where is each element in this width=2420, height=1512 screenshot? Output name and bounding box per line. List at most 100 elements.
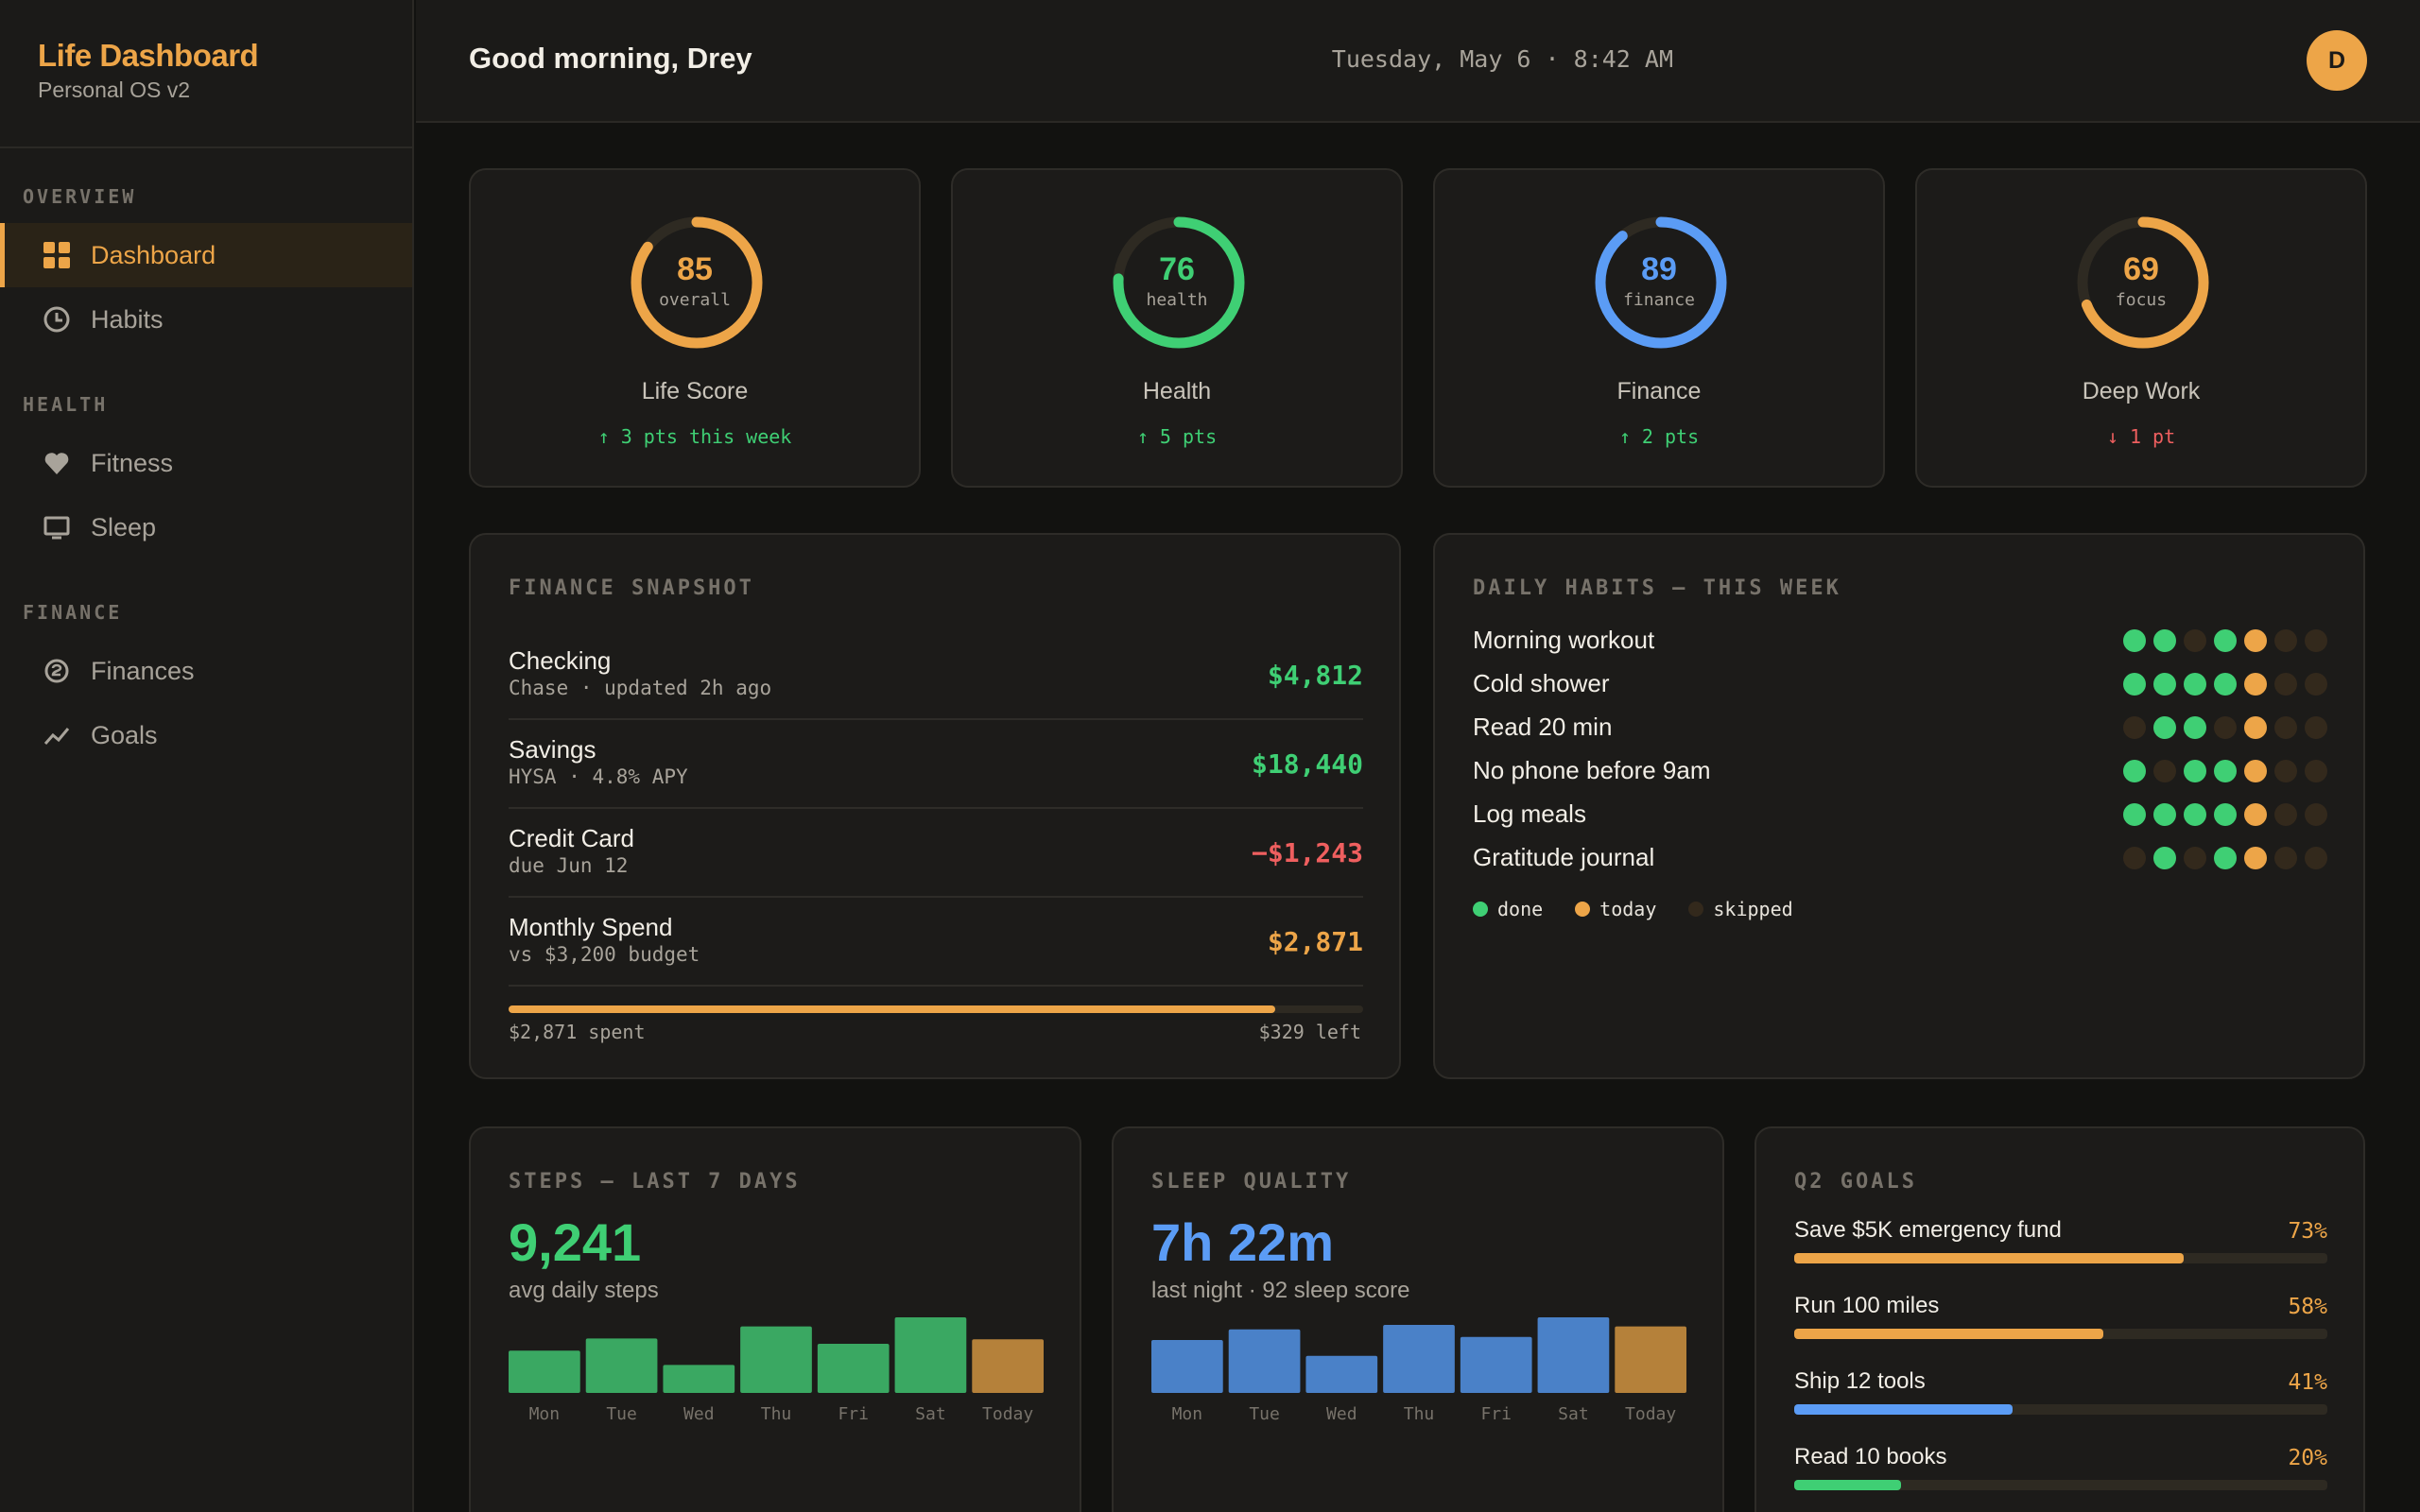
bar-wed[interactable] xyxy=(1305,1355,1378,1393)
bar-tue[interactable] xyxy=(585,1338,658,1393)
avatar[interactable]: D xyxy=(2307,30,2367,91)
habit-day-done[interactable] xyxy=(2123,803,2146,826)
habit-day-done[interactable] xyxy=(2153,673,2176,696)
bar-mon[interactable] xyxy=(1151,1340,1223,1393)
habit-day-done[interactable] xyxy=(2214,629,2237,652)
habit-day-skipped[interactable] xyxy=(2123,716,2146,739)
habit-day-today[interactable] xyxy=(2244,847,2267,869)
habit-day-skipped[interactable] xyxy=(2274,803,2297,826)
habit-day-done[interactable] xyxy=(2184,760,2206,782)
habit-day-skipped[interactable] xyxy=(2274,716,2297,739)
habit-row[interactable]: Gratitude journal xyxy=(1473,843,2327,886)
habit-day-done[interactable] xyxy=(2184,803,2206,826)
sidebar-item-sleep[interactable]: Sleep xyxy=(0,495,412,559)
habit-day-skipped[interactable] xyxy=(2274,629,2297,652)
sidebar-item-dashboard[interactable]: Dashboard xyxy=(0,223,412,287)
sidebar-item-finances[interactable]: Finances xyxy=(0,639,412,703)
habit-day-done[interactable] xyxy=(2184,673,2206,696)
habit-day-done[interactable] xyxy=(2153,629,2176,652)
sidebar-item-label: Sleep xyxy=(91,512,157,541)
score-value: 76 xyxy=(1159,251,1195,287)
bar-label: Today xyxy=(982,1404,1033,1423)
habit-day-done[interactable] xyxy=(2123,673,2146,696)
bar-fri[interactable] xyxy=(1460,1336,1532,1393)
score-card[interactable]: 76 health Health ↑ 5 pts xyxy=(951,168,1403,488)
bar-wed[interactable] xyxy=(663,1365,735,1393)
habit-day-done[interactable] xyxy=(2123,760,2146,782)
goal-item[interactable]: Run 100 miles 58% xyxy=(1794,1293,2327,1359)
habit-week-dots xyxy=(2123,760,2327,782)
score-card[interactable]: 69 focus Deep Work ↓ 1 pt xyxy=(1915,168,2367,488)
habit-day-skipped[interactable] xyxy=(2305,629,2327,652)
habit-row[interactable]: No phone before 9am xyxy=(1473,756,2327,799)
bar-today[interactable] xyxy=(1615,1326,1686,1393)
score-value: 89 xyxy=(1641,251,1677,287)
habit-day-skipped[interactable] xyxy=(2305,847,2327,869)
bar-thu[interactable] xyxy=(740,1326,812,1393)
habit-day-today[interactable] xyxy=(2244,673,2267,696)
habit-row[interactable]: Morning workout xyxy=(1473,626,2327,669)
habit-day-skipped[interactable] xyxy=(2305,760,2327,782)
goal-item[interactable]: Ship 12 tools 41% xyxy=(1794,1368,2327,1435)
habit-day-skipped[interactable] xyxy=(2274,847,2297,869)
goal-item[interactable]: Save $5K emergency fund 73% xyxy=(1794,1217,2327,1283)
habit-day-today[interactable] xyxy=(2244,760,2267,782)
goal-item[interactable]: Read 10 books 20% xyxy=(1794,1444,2327,1510)
bar-sat[interactable] xyxy=(894,1317,967,1393)
bar-mon[interactable] xyxy=(509,1350,580,1393)
habit-day-today[interactable] xyxy=(2244,803,2267,826)
score-ring xyxy=(2077,216,2209,349)
habit-day-done[interactable] xyxy=(2214,673,2237,696)
habit-day-skipped[interactable] xyxy=(2274,673,2297,696)
habit-day-done[interactable] xyxy=(2153,716,2176,739)
finance-row-sub: HYSA · 4.8% APY xyxy=(509,765,688,788)
habit-day-today[interactable] xyxy=(2244,716,2267,739)
bar-label: Fri xyxy=(838,1404,869,1423)
goal-percent: 58% xyxy=(2288,1295,2327,1319)
finance-row[interactable]: Credit Card due Jun 12 −$1,243 xyxy=(509,809,1363,898)
habit-day-done[interactable] xyxy=(2123,629,2146,652)
habit-day-skipped[interactable] xyxy=(2274,760,2297,782)
habit-day-today[interactable] xyxy=(2244,629,2267,652)
bar-label: Sat xyxy=(1558,1404,1589,1423)
habit-row[interactable]: Log meals xyxy=(1473,799,2327,843)
habit-day-done[interactable] xyxy=(2214,847,2237,869)
bar-sat[interactable] xyxy=(1537,1317,1610,1393)
bar-today[interactable] xyxy=(972,1339,1044,1393)
habit-day-skipped[interactable] xyxy=(2214,716,2237,739)
score-ring-fill xyxy=(631,216,763,349)
habit-day-skipped[interactable] xyxy=(2184,629,2206,652)
habit-day-skipped[interactable] xyxy=(2184,847,2206,869)
habit-day-skipped[interactable] xyxy=(2153,760,2176,782)
bar-tue[interactable] xyxy=(1228,1329,1301,1393)
habit-day-skipped[interactable] xyxy=(2305,803,2327,826)
finance-row[interactable]: Monthly Spend vs $3,200 budget $2,871 xyxy=(509,898,1363,987)
habit-name: No phone before 9am xyxy=(1473,756,1711,784)
sidebar-item-goals[interactable]: Goals xyxy=(0,703,412,767)
habit-row[interactable]: Read 20 min xyxy=(1473,713,2327,756)
score-card[interactable]: 89 finance Finance ↑ 2 pts xyxy=(1433,168,1885,488)
goal-name: Run 100 miles xyxy=(1794,1293,1940,1318)
habit-day-done[interactable] xyxy=(2153,803,2176,826)
finance-row[interactable]: Checking Chase · updated 2h ago $4,812 xyxy=(509,631,1363,720)
habit-day-done[interactable] xyxy=(2184,716,2206,739)
habit-day-done[interactable] xyxy=(2214,760,2237,782)
bar-thu[interactable] xyxy=(1383,1325,1455,1393)
habit-day-done[interactable] xyxy=(2214,803,2237,826)
bar-fri[interactable] xyxy=(817,1344,890,1393)
nav-section-overview: OVERVIEW xyxy=(23,185,137,208)
app-title: Life Dashboard xyxy=(38,38,259,73)
finance-row-name: Checking xyxy=(509,646,612,675)
habit-day-skipped[interactable] xyxy=(2305,673,2327,696)
habit-row[interactable]: Cold shower xyxy=(1473,669,2327,713)
bar-label: Wed xyxy=(683,1404,715,1423)
habit-day-skipped[interactable] xyxy=(2305,716,2327,739)
score-card[interactable]: 85 overall Life Score ↑ 3 pts this week xyxy=(469,168,921,488)
habit-day-skipped[interactable] xyxy=(2123,847,2146,869)
habit-day-done[interactable] xyxy=(2153,847,2176,869)
sidebar-item-fitness[interactable]: Fitness xyxy=(0,431,412,495)
bar-label: Thu xyxy=(1404,1404,1435,1423)
score-name: Finance xyxy=(1616,378,1702,404)
sidebar-item-habits[interactable]: Habits xyxy=(0,287,412,352)
finance-row[interactable]: Savings HYSA · 4.8% APY $18,440 xyxy=(509,720,1363,809)
